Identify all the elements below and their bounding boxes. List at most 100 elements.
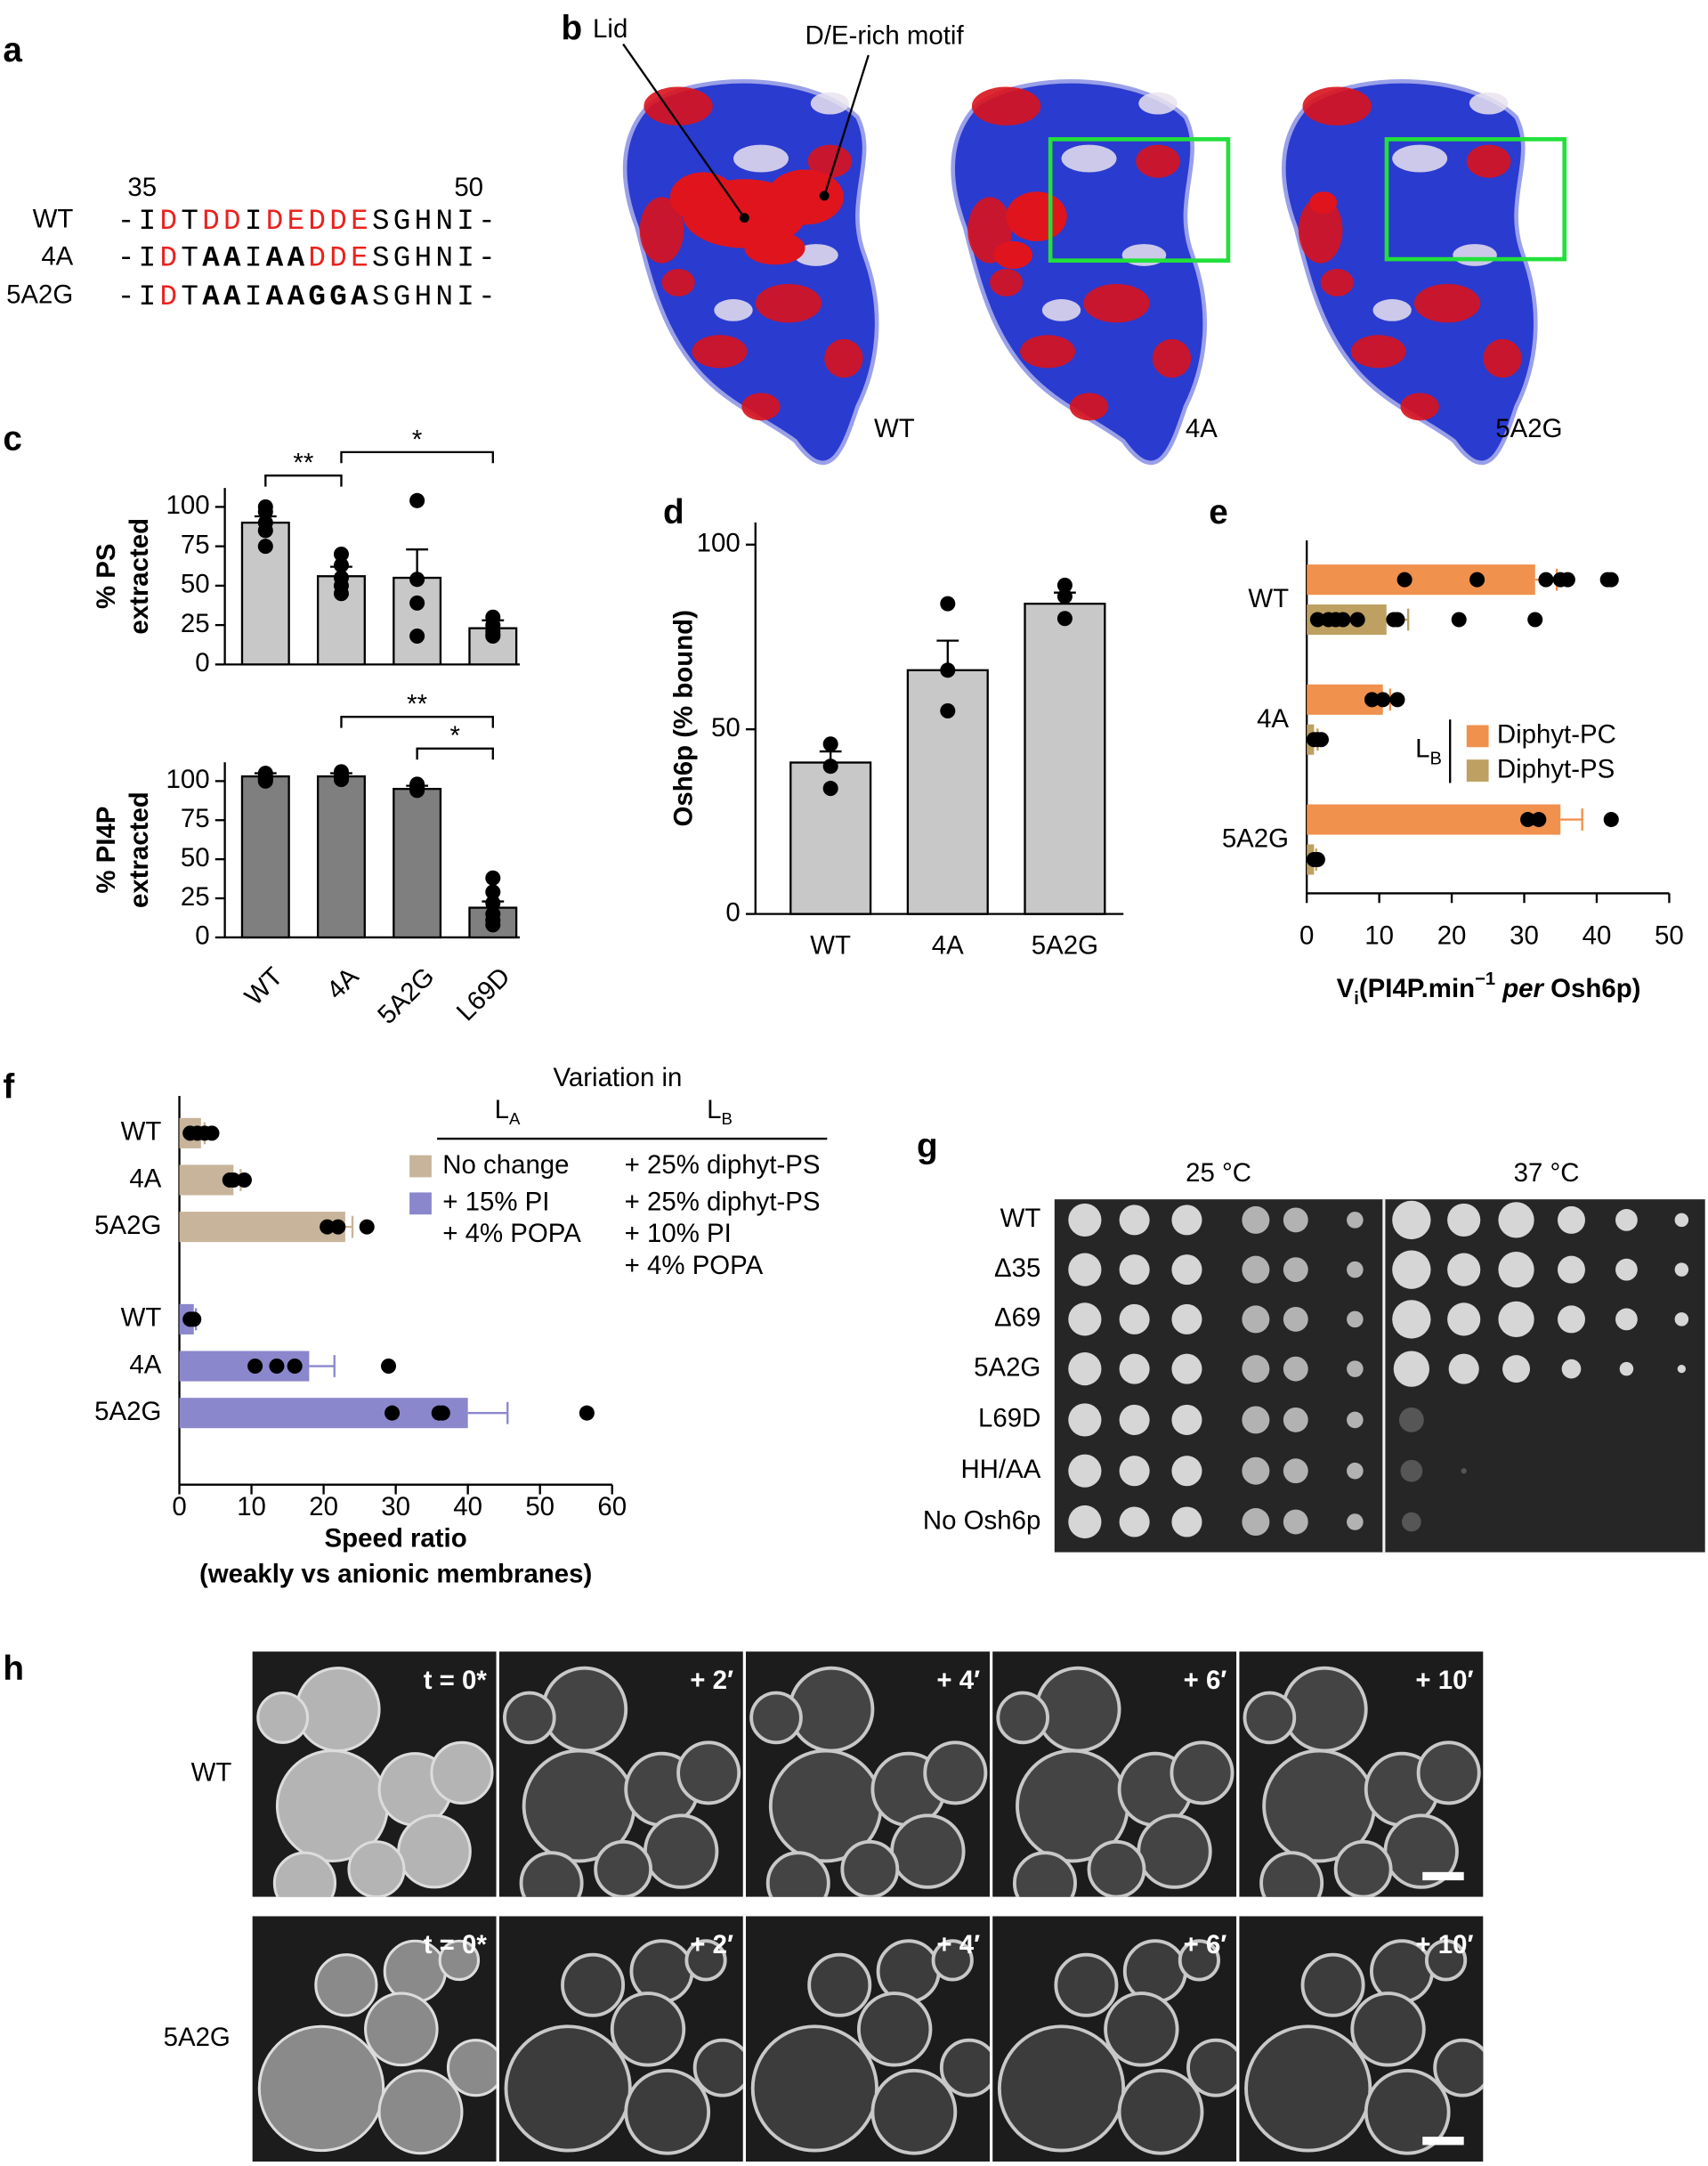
colony-spot <box>1400 1459 1423 1482</box>
cell <box>295 1667 381 1753</box>
time-label: + 2′ <box>690 1930 733 1959</box>
cell <box>788 1666 875 1753</box>
data-point <box>1396 572 1413 588</box>
panel-label: c <box>3 420 22 458</box>
colony-spot <box>1674 1213 1689 1228</box>
neutral-patch <box>1392 144 1448 173</box>
legend-label: + 4% POPA <box>442 1219 581 1248</box>
cell <box>1087 1839 1146 1897</box>
data-point <box>1451 612 1467 628</box>
cell <box>1350 1992 1426 2067</box>
acidic-patch <box>1350 335 1406 369</box>
sequence-segment: D <box>160 280 182 313</box>
acidic-patch <box>990 268 1024 296</box>
acidic-patch <box>639 197 684 264</box>
label-part: i <box>1354 989 1359 1009</box>
highlight-box <box>1048 137 1231 263</box>
surface <box>1281 79 1538 466</box>
cell <box>1433 2038 1484 2097</box>
category-label: WT <box>121 1303 162 1333</box>
bar <box>1024 602 1106 915</box>
cell <box>856 1992 933 2067</box>
acidic-patch <box>766 169 844 225</box>
y-tick-label: 50 <box>711 713 741 742</box>
acidic-patch <box>644 86 713 126</box>
sequence: -IDTDDIDEDDESGHNI- <box>117 204 499 237</box>
sequence-segment: DD <box>202 204 245 237</box>
data-point <box>940 702 956 718</box>
category-label: 4A <box>129 1164 161 1193</box>
cell <box>1281 1666 1368 1753</box>
legend-label: + 10% PI <box>625 1219 732 1248</box>
residue-position: 35 <box>127 173 157 202</box>
strain-label: 5A2G <box>974 1352 1040 1382</box>
colony-spot <box>1393 1351 1429 1387</box>
data-point <box>1559 572 1575 588</box>
neutral-patch <box>794 244 838 266</box>
neutral-patch <box>1372 299 1412 321</box>
legend-swatch <box>1466 759 1489 782</box>
cell <box>1300 1952 1365 2017</box>
colony-spot <box>1392 1200 1431 1240</box>
y-tick-label: 50 <box>181 570 210 599</box>
colony-spot <box>1119 1404 1150 1435</box>
data-point <box>1335 612 1351 628</box>
colony-spot <box>1402 1512 1421 1532</box>
colony-spot <box>1283 1306 1308 1332</box>
legend-swatch <box>1466 725 1489 748</box>
time-label: t = 0* <box>424 1930 488 1959</box>
y-tick-label: 25 <box>181 882 210 912</box>
colony-spot <box>1557 1305 1585 1334</box>
acidic-patch <box>1320 268 1354 296</box>
error-bar <box>309 1355 336 1377</box>
bar <box>1307 564 1535 596</box>
x-tick-label: 0 <box>172 1492 186 1521</box>
sequence-segment: I <box>245 280 266 313</box>
x-tick-label: 30 <box>381 1492 410 1521</box>
micrograph <box>1239 1651 1484 1897</box>
micrograph <box>252 1651 497 1897</box>
data-point <box>257 539 273 555</box>
label-part: B <box>1429 750 1441 769</box>
data-point <box>333 586 349 602</box>
sequence-segment: SGHNI- <box>372 241 499 274</box>
category-label: WT <box>1248 584 1289 613</box>
strain-label: No Osh6p <box>923 1505 1040 1535</box>
significance-bracket <box>340 716 494 728</box>
acidic-patch <box>1083 283 1150 323</box>
sequence-segment: -I <box>117 204 160 237</box>
colony-spot <box>1392 1300 1431 1339</box>
colony-spot <box>1447 1253 1481 1286</box>
structure-label: Lid <box>593 14 627 44</box>
sequence-segment: T <box>181 241 202 274</box>
x-tick-label: 20 <box>1437 921 1467 951</box>
cell <box>807 1952 872 2017</box>
category-label: WT <box>121 1117 162 1147</box>
legend-column-header: LA <box>495 1095 521 1129</box>
cell <box>1416 1740 1481 1805</box>
label-part: L <box>707 1095 721 1124</box>
cell <box>890 1813 966 1889</box>
neutral-patch <box>714 299 753 321</box>
label-part: A <box>509 1109 521 1128</box>
strain-label: L69D <box>978 1404 1040 1433</box>
y-tick-label: 0 <box>195 648 209 677</box>
x-axis-label: Vi(PI4P.min−1 per Osh6p) <box>1337 969 1641 1009</box>
colony-spot <box>1347 1360 1364 1377</box>
acidic-patch <box>755 283 822 323</box>
colony-spot <box>1242 1508 1270 1536</box>
time-label: t = 0* <box>424 1666 488 1695</box>
bar <box>316 775 366 939</box>
scale-bar <box>1422 1871 1464 1881</box>
colony-spot <box>1119 1506 1150 1537</box>
colony-spot <box>1392 1250 1431 1289</box>
acidic-patch <box>661 268 695 296</box>
colony-spot <box>1068 1203 1102 1237</box>
sequence-segment: AA <box>202 241 245 274</box>
neutral-patch <box>1453 244 1497 266</box>
panel-label: h <box>3 1650 24 1688</box>
structure <box>951 79 1207 466</box>
colony-spot <box>1347 1212 1364 1229</box>
sequence-segment: SGHNI- <box>372 204 499 237</box>
